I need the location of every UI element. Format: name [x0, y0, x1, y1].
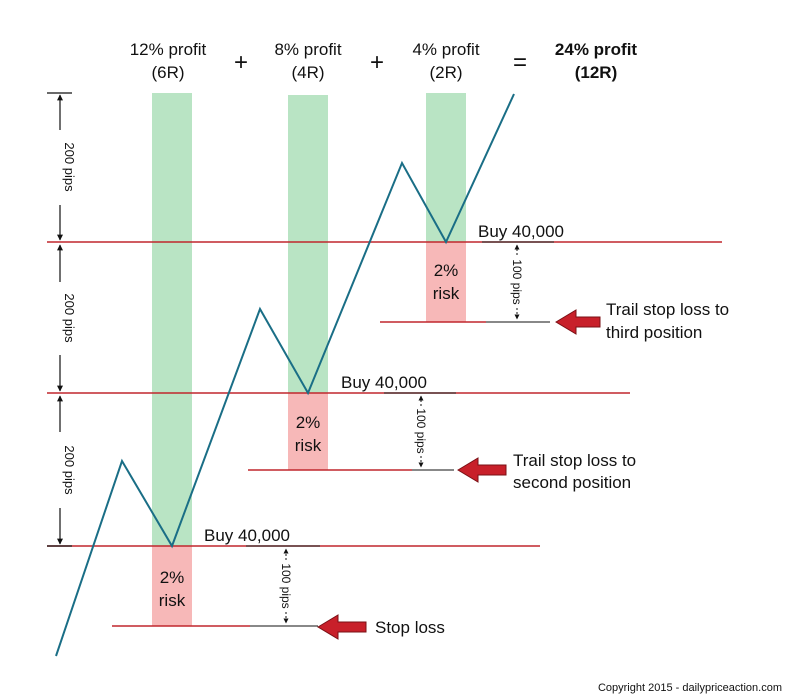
trail-stop-note-2-line2: second position [513, 473, 631, 492]
plus-sign-1: + [234, 49, 248, 76]
buy-label-1: Buy 40,000 [204, 526, 290, 545]
scale-label-1: 200 pips [62, 142, 77, 192]
equals-sign: = [513, 49, 527, 76]
price-path-line [55, 93, 515, 657]
stop-loss-arrow-icon [317, 614, 367, 640]
buy-label-2: Buy 40,000 [341, 373, 427, 392]
trail-stop-note-3-line2: third position [606, 323, 702, 342]
profit-term-3-line2: (2R) [429, 63, 462, 82]
stop-distance-2: 100 pips [414, 408, 428, 453]
profit-term-2-line2: (4R) [291, 63, 324, 82]
buy-label-3: Buy 40,000 [478, 222, 564, 241]
profit-term-1-line1: 12% profit [130, 40, 207, 59]
trail-stop-note-2-line1: Trail stop loss to [513, 451, 636, 470]
scale-label-3: 200 pips [62, 445, 77, 495]
plus-sign-2: + [370, 49, 384, 76]
total-profit-line2: (12R) [575, 63, 618, 82]
copyright-text: Copyright 2015 - dailypriceaction.com [598, 682, 782, 694]
trail-stop-note-3-line1: Trail stop loss to [606, 300, 729, 319]
trail-stop-arrow-3-icon [555, 309, 601, 335]
profit-term-3-line1: 4% profit [412, 40, 479, 59]
profit-term-1-line2: (6R) [151, 63, 184, 82]
stop-distance-3: 100 pips [510, 259, 524, 304]
risk-word-1: risk [159, 591, 186, 610]
profit-term-2-line1: 8% profit [274, 40, 341, 59]
risk-pct-1: 2% [160, 568, 185, 587]
stop-distance-1: 100 pips [279, 563, 293, 608]
risk-zone-3 [426, 242, 466, 322]
profit-zone-1 [152, 93, 192, 546]
trail-stop-arrow-2-icon [457, 457, 507, 483]
risk-word-3: risk [433, 284, 460, 303]
profit-zone-2 [288, 95, 328, 393]
risk-zone-1 [152, 546, 192, 626]
risk-zone-2 [288, 393, 328, 470]
scale-label-2: 200 pips [62, 293, 77, 343]
risk-pct-3: 2% [434, 261, 459, 280]
stop-loss-note: Stop loss [375, 618, 445, 637]
risk-pct-2: 2% [296, 413, 321, 432]
risk-word-2: risk [295, 436, 322, 455]
profit-zone-3 [426, 93, 466, 242]
total-profit-line1: 24% profit [555, 40, 638, 59]
